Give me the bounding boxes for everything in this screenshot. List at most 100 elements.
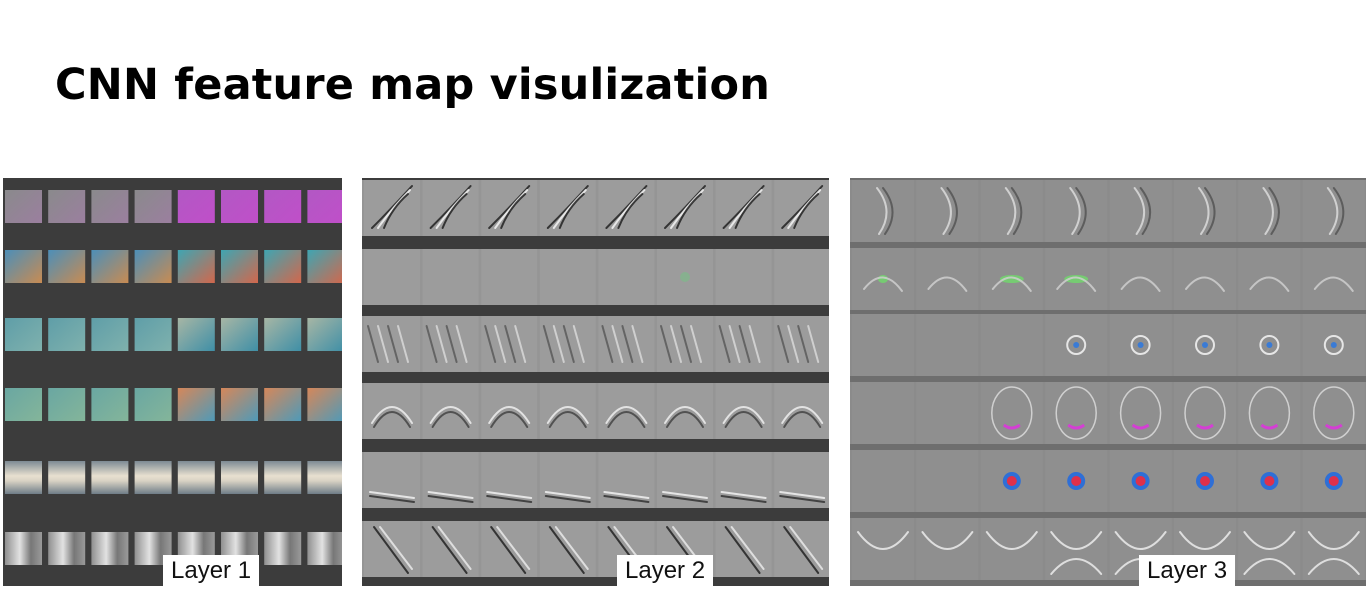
layer-2-feature-grid [362,178,829,586]
feature-map-tile [221,318,258,351]
feature-map-tile [980,382,1043,444]
feature-map-tile [5,532,42,565]
feature-row [362,316,829,372]
feature-map-tile [48,532,86,565]
feature-map-tile [5,461,42,494]
feature-map-tile [177,190,215,223]
feature-map-tile [481,249,538,305]
feature-map-tile [91,388,129,421]
feature-map-tile [916,382,979,444]
feature-map-tile [852,382,914,444]
feature-map-tile [307,190,342,223]
feature-map-tile [1238,180,1301,242]
feature-row [850,180,1366,242]
feature-map-tile [1238,248,1301,310]
feature-row [362,383,829,439]
feature-row [362,249,829,305]
layer-3-feature-grid [850,178,1366,586]
feature-map-tile [5,388,42,421]
feature-map-tile [307,388,342,421]
layer-1-label: Layer 1 [163,555,260,586]
feature-map-tile [980,314,1043,376]
feature-map-tile [91,461,129,494]
feature-map-tile [5,190,42,223]
feature-map-tile [916,248,979,310]
feature-map-tile [48,318,86,351]
feature-map-tile [307,318,342,351]
feature-row [362,452,829,508]
feature-map-tile [1302,248,1365,310]
feature-map-tile [5,318,42,351]
feature-map-tile [1302,180,1365,242]
layer-1-feature-grid [3,178,342,586]
layer-3-label: Layer 3 [1139,555,1236,586]
feature-map-tile [1302,382,1365,444]
feature-row [362,521,829,577]
layer-3-panel: Layer 3 [850,178,1366,586]
feature-map-tile [539,249,596,305]
feature-map-tile [422,249,479,305]
feature-map-tile [598,383,655,439]
feature-map-tile [221,190,258,223]
feature-map-tile [264,388,302,421]
feature-row [362,180,829,236]
feature-row [5,461,342,494]
feature-map-tile [422,383,479,439]
feature-map-tile [264,190,302,223]
feature-map-tile [539,383,596,439]
feature-row [850,450,1366,512]
feature-map-tile [91,318,129,351]
feature-row [850,314,1366,376]
feature-map-tile [852,314,914,376]
slide-title: CNN feature map visulization [55,60,771,110]
feature-row [5,190,342,223]
feature-map-tile [221,461,258,494]
feature-map-tile [307,461,342,494]
feature-map-tile [134,388,172,421]
feature-row [5,388,342,421]
feature-map-tile [1174,382,1236,444]
feature-map-tile [916,450,979,512]
feature-map-tile [134,190,172,223]
feature-map-tile [980,180,1043,242]
feature-map-tile [48,250,86,283]
feature-map-tile [1238,382,1301,444]
feature-map-tile [364,249,420,305]
feature-map-tile [774,249,829,305]
feature-map-tile [264,318,302,351]
feature-map-tile [1045,180,1108,242]
feature-map-tile [177,250,215,283]
feature-map-tile [916,180,979,242]
feature-row [5,250,342,283]
feature-map-tile [598,249,655,305]
feature-map-tile [715,383,772,439]
layer-2-panel: Layer 2 [362,178,829,586]
feature-map-tile [1045,382,1108,444]
feature-map-tile [1174,180,1236,242]
feature-map-tile [481,383,538,439]
feature-map-tile [1109,248,1172,310]
feature-map-tile [134,250,172,283]
feature-map-tile [91,250,129,283]
feature-map-tile [264,532,302,565]
feature-map-tile [1109,180,1172,242]
feature-map-tile [264,250,302,283]
feature-map-tile [221,250,258,283]
feature-map-tile [221,388,258,421]
feature-map-tile [48,190,86,223]
feature-row [850,518,1366,580]
feature-map-tile [916,314,979,376]
feature-map-tile [852,450,914,512]
feature-map-tile [715,249,772,305]
feature-map-tile [177,318,215,351]
feature-row [5,318,342,351]
panel-background [362,178,829,586]
feature-row [850,382,1366,444]
panel-background [3,178,342,586]
feature-map-tile [307,532,342,565]
feature-map-tile [774,383,829,439]
feature-map-tile [307,250,342,283]
feature-map-tile [48,388,86,421]
feature-map-tile [852,180,914,242]
feature-map-tile [177,388,215,421]
